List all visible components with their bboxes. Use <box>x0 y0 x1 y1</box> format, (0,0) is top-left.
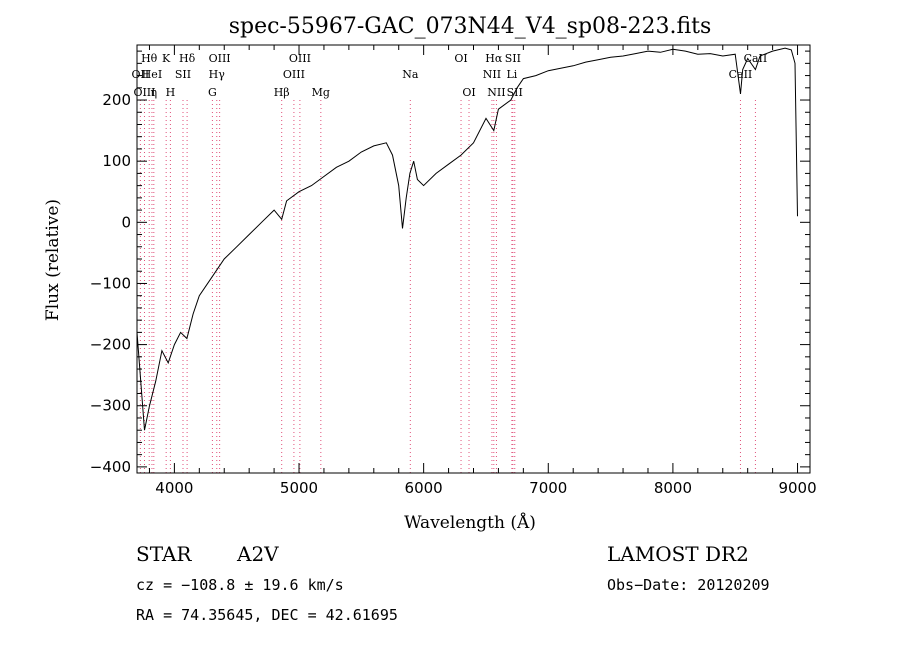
line-label-15: Mg <box>312 86 330 99</box>
y-tick-label-200: 200 <box>102 91 131 109</box>
line-label-17: OI <box>454 52 467 65</box>
x-tick-label-9000: 9000 <box>778 479 816 497</box>
line-label-1: OII <box>132 68 150 81</box>
axes: 4000 5000 6000 7000 8000 9000 −400 −300 −200 −100… <box>90 45 817 497</box>
x-tick-label-5000: 5000 <box>280 479 318 497</box>
line-label-18: OI <box>462 86 475 99</box>
x-axis-label: Wavelength (Å) <box>404 512 536 533</box>
line-label-26: CaII <box>744 52 768 65</box>
spectral-line-markers: Hθ OII OIII HeI η K SII H Hδ OIII Hγ G Hβ OIII OIII Mg N… <box>132 52 768 473</box>
obs-date-text: Obs−Date: 20120209 <box>607 576 770 594</box>
line-label-9: OIII <box>209 52 231 65</box>
y-tick-label-100: 100 <box>102 152 131 170</box>
y-tick-label--200: −200 <box>90 336 131 354</box>
line-label-22: Li <box>506 68 517 81</box>
line-label-13: OIII <box>289 52 311 65</box>
x-tick-label-7000: 7000 <box>529 479 567 497</box>
x-tick-label-8000: 8000 <box>654 479 692 497</box>
y-tick-label-0: 0 <box>121 213 131 231</box>
line-label-5: K <box>162 52 171 65</box>
spectrum-series <box>136 47 798 431</box>
chart-title: spec-55967-GAC_073N44_V4_sp08-223.fits <box>229 14 712 39</box>
line-label-25: CaII <box>729 68 753 81</box>
survey-name: LAMOST DR2 <box>607 542 749 566</box>
y-tick-label--100: −100 <box>90 274 131 292</box>
redshift-text: cz = −108.8 ± 19.6 km/s <box>136 576 344 594</box>
line-label-2: OIII <box>133 86 155 99</box>
line-label-6: SII <box>175 68 191 81</box>
line-label-0: Hθ <box>141 52 158 65</box>
line-label-23: NII <box>487 86 505 99</box>
y-tick-label--300: −300 <box>90 397 131 415</box>
line-label-10: Hγ <box>209 68 226 81</box>
object-class: STAR <box>136 542 192 566</box>
line-label-14: OIII <box>283 68 305 81</box>
line-label-20: SII <box>505 52 521 65</box>
coordinates-text: RA = 74.35645, DEC = 42.61695 <box>136 606 398 624</box>
line-label-21: NII <box>483 68 501 81</box>
line-label-12: Hβ <box>274 86 290 99</box>
line-label-8: Hδ <box>179 52 196 65</box>
line-label-3: HeI <box>142 68 162 81</box>
y-axis-label: Flux (relative) <box>43 199 63 321</box>
line-label-4: η <box>151 86 158 99</box>
line-label-11: G <box>208 86 217 99</box>
line-label-16: Na <box>402 68 419 81</box>
x-tick-label-6000: 6000 <box>405 479 443 497</box>
spectrum-line-0 <box>136 47 798 431</box>
y-tick-label--400: −400 <box>90 458 131 476</box>
plot-frame <box>136 44 811 474</box>
line-label-7: H <box>166 86 176 99</box>
object-subclass: A2V <box>237 542 279 566</box>
x-tick-label-4000: 4000 <box>155 479 193 497</box>
line-label-19: Hα <box>485 52 503 65</box>
